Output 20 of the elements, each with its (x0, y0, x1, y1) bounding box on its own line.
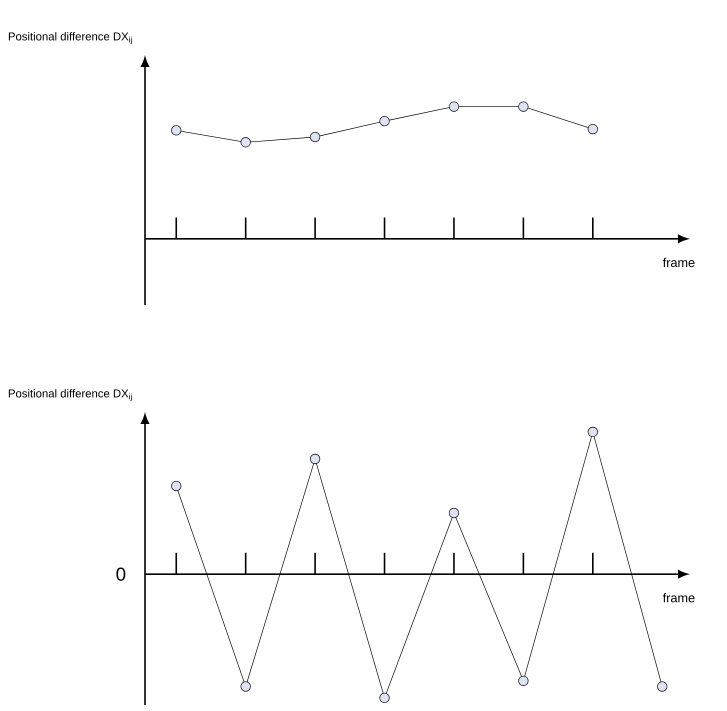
point (310, 132, 320, 142)
point (171, 125, 182, 136)
point (171, 480, 182, 492)
point (588, 426, 598, 438)
y-axis-title: Positional difference DX$_{ij}$ (8, 389, 132, 402)
point (518, 101, 529, 112)
point (379, 692, 390, 704)
point (588, 124, 598, 134)
point (518, 676, 529, 686)
point (240, 681, 251, 692)
text: 0 (116, 568, 126, 581)
y-axis-title: Positional difference DX$_{ij}$ (8, 32, 132, 44)
point (448, 101, 460, 112)
x-axis-title: frame (662, 593, 695, 602)
point (657, 681, 668, 692)
point (448, 508, 460, 518)
x-axis-title: frame (662, 258, 695, 268)
point (240, 137, 251, 148)
point (310, 454, 320, 464)
point (379, 116, 390, 126)
